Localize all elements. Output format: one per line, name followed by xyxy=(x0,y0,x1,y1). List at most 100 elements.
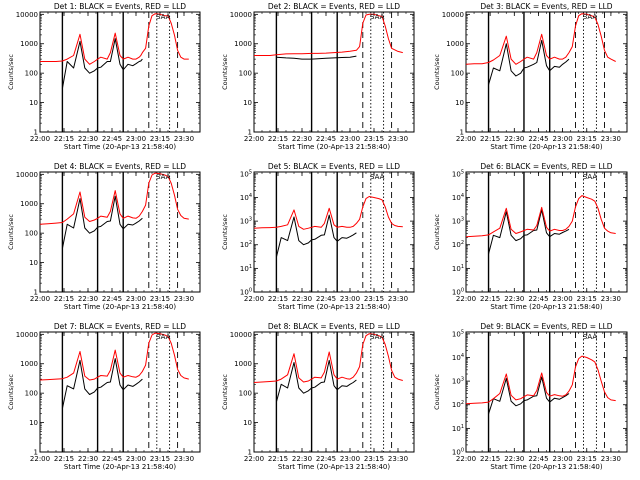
y-axis-label: Counts/sec xyxy=(221,214,229,250)
y-axis-label: Counts/sec xyxy=(7,374,15,410)
panel-title: Det 6: BLACK = Events, RED = LLD xyxy=(480,162,612,171)
saa-annotation: SAA xyxy=(156,13,171,21)
x-tick-label: 22:00 xyxy=(30,135,50,143)
x-tick-label: 23:30 xyxy=(174,135,194,143)
x-tick-label: 22:30 xyxy=(78,455,98,463)
x-tick-label: 22:15 xyxy=(54,295,74,303)
x-tick-label: 22:30 xyxy=(504,455,524,463)
panel-title: Det 3: BLACK = Events, RED = LLD xyxy=(480,2,612,11)
y-tick-label: 102 xyxy=(452,400,464,409)
x-tick-label: 22:45 xyxy=(102,135,122,143)
x-tick-label: 23:00 xyxy=(553,455,573,463)
x-tick-label: 23:15 xyxy=(577,135,597,143)
y-tick-label: 1 xyxy=(34,289,38,297)
series-line-lld xyxy=(253,196,403,230)
y-tick-label: 104 xyxy=(452,353,464,362)
y-tick-label: 1 xyxy=(34,449,38,457)
y-tick-label: 10 xyxy=(29,259,38,267)
x-tick-label: 22:45 xyxy=(528,295,548,303)
y-tick-label: 10000 xyxy=(230,331,252,339)
panel-title: Det 5: BLACK = Events, RED = LLD xyxy=(268,162,400,171)
panel-det-6: Det 6: BLACK = Events, RED = LLD 100 101 10… xyxy=(433,162,628,311)
y-tick-label: 100 xyxy=(239,390,252,398)
x-tick-label: 23:30 xyxy=(388,455,408,463)
x-tick-label: 22:30 xyxy=(292,135,312,143)
series-line-lld xyxy=(253,333,403,383)
y-tick-label: 103 xyxy=(240,217,252,226)
x-tick-label: 23:30 xyxy=(601,455,621,463)
y-tick-label: 100 xyxy=(240,288,252,297)
y-tick-label: 1 xyxy=(460,129,464,137)
y-axis-label: Counts/sec xyxy=(221,374,229,410)
x-tick-label: 22:45 xyxy=(316,295,336,303)
y-tick-label: 10 xyxy=(243,99,252,107)
x-tick-label: 23:15 xyxy=(364,295,384,303)
panel-det-9: Det 9: BLACK = Events, RED = LLD 100 101 10… xyxy=(433,322,628,471)
series-line-events xyxy=(275,214,357,258)
y-axis-label: Counts/sec xyxy=(433,54,441,90)
y-tick-label: 100 xyxy=(452,448,464,457)
x-tick-label: 23:15 xyxy=(364,135,384,143)
x-tick-label: 23:15 xyxy=(577,455,597,463)
panel-title: Det 1: BLACK = Events, RED = LLD xyxy=(54,2,186,11)
panel-det-8: Det 8: BLACK = Events, RED = LLD 1 10 100 10… xyxy=(221,322,415,471)
x-tick-label: 22:45 xyxy=(102,455,122,463)
x-tick-label: 22:15 xyxy=(268,135,288,143)
x-tick-label: 23:00 xyxy=(340,455,360,463)
series-line-lld xyxy=(465,355,616,405)
x-tick-label: 23:30 xyxy=(174,455,194,463)
x-tick-label: 22:00 xyxy=(244,135,264,143)
series-line-lld xyxy=(39,172,189,225)
x-axis-label: Start Time (20-Apr-13 21:58:40) xyxy=(64,463,176,471)
saa-annotation: SAA xyxy=(370,173,385,181)
y-tick-label: 1 xyxy=(248,449,252,457)
x-axis-label: Start Time (20-Apr-13 21:58:40) xyxy=(278,143,390,151)
x-tick-label: 23:00 xyxy=(340,135,360,143)
saa-annotation: SAA xyxy=(583,173,598,181)
x-tick-label: 22:45 xyxy=(316,455,336,463)
y-tick-label: 103 xyxy=(452,217,464,226)
x-axis-label: Start Time (20-Apr-13 21:58:40) xyxy=(490,463,602,471)
x-tick-label: 22:15 xyxy=(480,455,500,463)
panel-det-5: Det 5: BLACK = Events, RED = LLD 100 101 10… xyxy=(221,162,415,311)
series-line-lld xyxy=(40,13,189,65)
x-tick-label: 22:15 xyxy=(54,135,74,143)
panel-det-3: Det 3: BLACK = Events, RED = LLD 1 10 100 10… xyxy=(433,2,628,151)
panel-title: Det 4: BLACK = Events, RED = LLD xyxy=(54,162,186,171)
x-tick-label: 23:15 xyxy=(150,295,170,303)
x-tick-label: 23:00 xyxy=(126,135,146,143)
x-tick-label: 22:15 xyxy=(480,135,500,143)
y-tick-label: 10000 xyxy=(442,11,464,19)
x-tick-label: 23:00 xyxy=(126,295,146,303)
y-tick-label: 1000 xyxy=(20,40,38,48)
y-tick-label: 10 xyxy=(455,99,464,107)
y-axis-label: Counts/sec xyxy=(7,214,15,250)
y-tick-label: 104 xyxy=(452,193,464,202)
series-line-lld xyxy=(465,13,616,65)
saa-annotation: SAA xyxy=(370,13,385,21)
series-line-lld xyxy=(39,332,189,381)
x-tick-label: 22:15 xyxy=(54,455,74,463)
x-tick-label: 22:00 xyxy=(244,295,264,303)
x-axis-label: Start Time (20-Apr-13 21:58:40) xyxy=(490,143,602,151)
x-tick-label: 22:00 xyxy=(456,295,476,303)
y-tick-label: 1000 xyxy=(446,40,464,48)
x-tick-label: 22:00 xyxy=(456,455,476,463)
y-tick-label: 1000 xyxy=(234,360,252,368)
x-tick-label: 23:15 xyxy=(577,295,597,303)
series-line-lld xyxy=(254,13,403,56)
y-tick-label: 101 xyxy=(452,264,464,273)
series-line-events xyxy=(276,55,357,60)
panel-det-7: Det 7: BLACK = Events, RED = LLD 1 10 100 10… xyxy=(7,322,201,471)
y-tick-label: 102 xyxy=(240,240,252,249)
x-tick-label: 23:30 xyxy=(388,135,408,143)
x-tick-label: 23:30 xyxy=(388,295,408,303)
x-axis-label: Start Time (20-Apr-13 21:58:40) xyxy=(490,303,602,311)
x-tick-label: 22:00 xyxy=(30,455,50,463)
y-tick-label: 100 xyxy=(25,390,38,398)
x-tick-label: 22:15 xyxy=(480,295,500,303)
x-tick-label: 23:00 xyxy=(126,455,146,463)
y-tick-label: 1000 xyxy=(20,200,38,208)
x-axis-label: Start Time (20-Apr-13 21:58:40) xyxy=(278,303,390,311)
x-axis-label: Start Time (20-Apr-13 21:58:40) xyxy=(64,303,176,311)
